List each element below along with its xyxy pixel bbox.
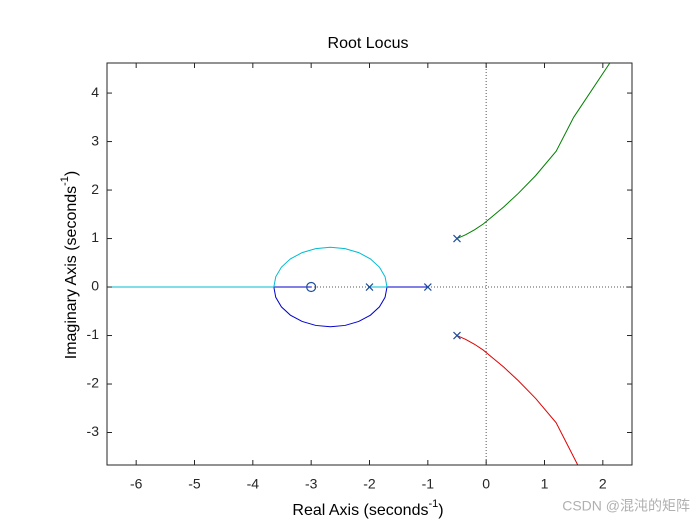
x-tick-label: 0 — [482, 476, 490, 492]
locus-branch — [456, 63, 611, 239]
x-axis-label: Real Axis (seconds-1) — [292, 498, 443, 519]
locus-branch — [456, 335, 579, 465]
plot-area — [107, 63, 611, 465]
y-tick-label: -3 — [87, 423, 100, 439]
x-tick-label: -1 — [422, 476, 435, 492]
y-tick-label: 2 — [91, 181, 99, 197]
locus-branch — [273, 286, 428, 328]
axes-box — [106, 62, 633, 466]
y-tick-label: 1 — [91, 229, 99, 245]
pole-marker — [423, 283, 432, 291]
y-tick-label: -1 — [87, 326, 100, 342]
pole-marker — [453, 331, 461, 340]
x-axis-label-end: ) — [438, 502, 443, 519]
x-tick-label: 2 — [599, 476, 607, 492]
locus-branch — [107, 246, 388, 288]
x-axis-label-text: Real Axis (seconds — [292, 502, 428, 519]
y-axis-label-end: ) — [63, 171, 80, 176]
x-tick-label: -2 — [363, 476, 376, 492]
y-axis-label-sup: -1 — [59, 176, 71, 186]
y-tick-label: 3 — [91, 132, 99, 148]
chart-title: Root Locus — [328, 35, 409, 52]
pole-marker — [453, 234, 461, 243]
x-tick-label: -6 — [130, 476, 143, 492]
x-tick-label: -5 — [188, 476, 201, 492]
y-axis-label: Imaginary Axis (seconds-1) — [59, 171, 80, 360]
x-tick-label: -3 — [305, 476, 318, 492]
y-tick-label: 0 — [91, 278, 99, 294]
x-axis-label-sup: -1 — [428, 498, 438, 510]
x-tick-label: -4 — [247, 476, 260, 492]
watermark: CSDN @混沌的矩阵 — [562, 498, 690, 514]
zero-marker — [306, 281, 317, 293]
x-tick-label: 1 — [541, 476, 549, 492]
pole-marker — [365, 283, 374, 291]
y-tick-label: 4 — [91, 84, 99, 100]
y-tick-label: -2 — [87, 375, 100, 391]
y-axis-label-text: Imaginary Axis (seconds — [63, 186, 80, 359]
